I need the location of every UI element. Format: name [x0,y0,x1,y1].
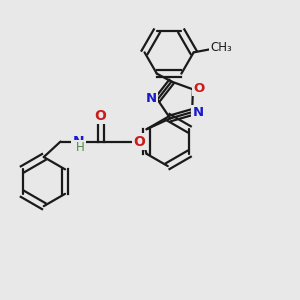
Text: CH₃: CH₃ [211,40,232,54]
Text: N: N [193,106,204,119]
Text: O: O [95,109,106,123]
Text: N: N [146,92,157,105]
Text: O: O [194,82,205,95]
Text: N: N [73,134,85,148]
Text: H: H [76,141,85,154]
Text: O: O [134,134,145,148]
